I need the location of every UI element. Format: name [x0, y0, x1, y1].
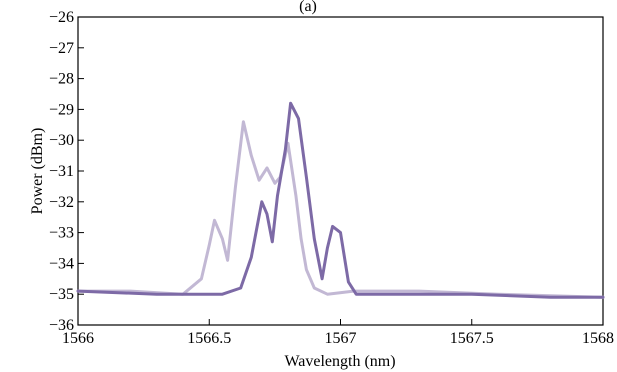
y-tick-label: −35	[49, 286, 74, 303]
plot-frame	[77, 16, 604, 326]
series-layer	[76, 101, 605, 299]
x-tick-label: 1568	[582, 330, 614, 347]
series-line-2	[76, 101, 605, 299]
y-axis: −26 −27 −28 −29 −30 −31 −32 −33 −34 −35 −36	[49, 9, 84, 334]
x-tick-label: 1566	[62, 330, 94, 347]
y-tick-label: −31	[49, 163, 74, 180]
y-axis-label: Power (dBm)	[29, 128, 46, 215]
y-tick-label: −34	[49, 255, 74, 272]
y-tick-label: −30	[49, 132, 74, 149]
x-tick-label: 1566.5	[187, 330, 231, 347]
y-tick-label: −27	[49, 40, 74, 57]
series-line-1	[76, 120, 605, 299]
y-tick-label: −29	[49, 101, 74, 118]
y-tick-label: −26	[49, 9, 74, 26]
y-tick-label: −33	[49, 225, 74, 242]
y-tick-label: −36	[49, 317, 74, 334]
x-tick-label: 1567	[325, 330, 357, 347]
y-tick-label: −32	[49, 194, 74, 211]
x-tick-label: 1567.5	[450, 330, 494, 347]
y-tick-label: −28	[49, 71, 74, 88]
chart-title: (a)	[299, 0, 317, 15]
x-axis: 1566 1566.5 1567 1567.5 1568	[62, 319, 614, 347]
x-axis-label: Wavelength (nm)	[284, 353, 395, 370]
